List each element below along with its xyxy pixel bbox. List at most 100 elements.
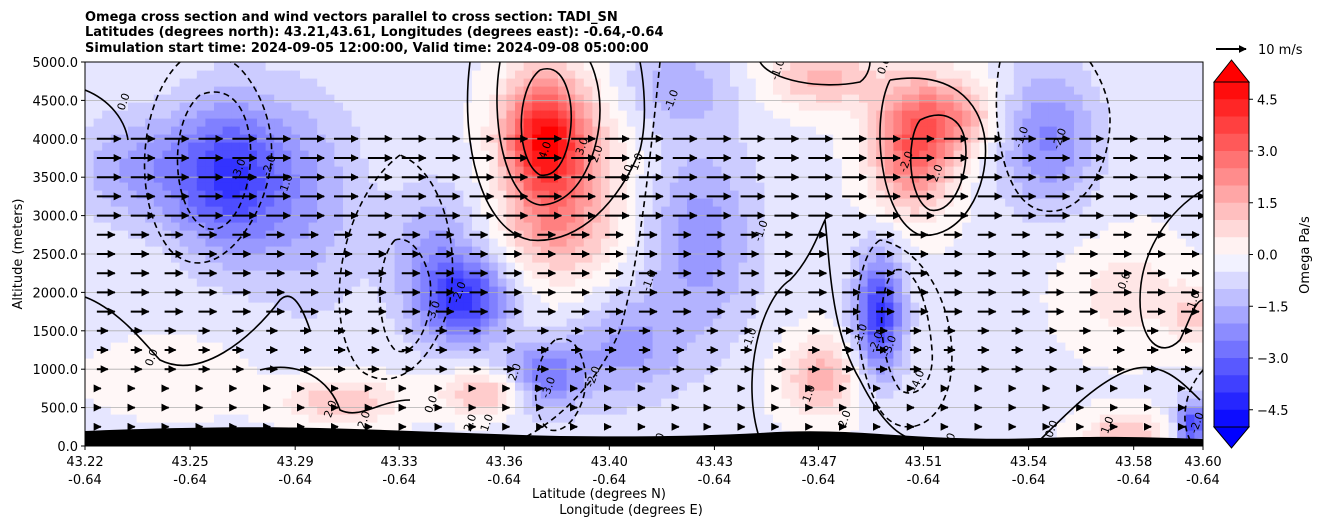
field-cell [841,166,851,175]
field-cell [93,86,103,95]
field-cell [902,190,912,199]
field-cell [188,366,198,375]
field-cell [411,318,421,327]
field-cell [308,294,318,303]
field-cell [300,398,310,407]
field-cell [798,174,808,183]
field-cell [618,342,628,351]
field-cell [833,414,843,423]
field-cell [145,326,155,335]
field-cell [970,174,980,183]
field-cell [893,262,903,271]
field-cell [291,326,301,335]
field-cell [540,334,550,343]
field-cell [119,382,129,391]
field-cell [472,294,482,303]
field-cell [859,158,869,167]
field-cell [919,398,929,407]
field-cell [93,270,103,279]
field-cell [927,262,937,271]
field-cell [188,206,198,215]
field-cell [437,174,447,183]
field-cell [833,358,843,367]
field-cell [437,238,447,247]
field-cell [480,366,490,375]
field-cell [704,278,714,287]
field-cell [618,398,628,407]
field-cell [592,166,602,175]
field-cell [747,238,757,247]
field-cell [824,78,834,87]
field-cell [592,190,602,199]
field-cell [300,158,310,167]
field-cell [454,406,464,415]
field-cell [145,398,155,407]
field-cell [222,382,232,391]
field-cell [816,126,826,135]
field-cell [403,270,413,279]
field-cell [248,62,258,71]
field-cell [85,214,95,223]
field-cell [824,126,834,135]
field-cell [927,334,937,343]
field-cell [136,294,146,303]
field-cell [807,342,817,351]
field-cell [153,318,163,327]
field-cell [188,278,198,287]
field-cell [738,94,748,103]
field-cell [540,238,550,247]
field-cell [798,334,808,343]
field-cell [472,302,482,311]
field-cell [188,286,198,295]
field-cell [635,374,645,383]
field-cell [962,78,972,87]
field-cell [695,230,705,239]
field-cell [644,374,654,383]
field-cell [927,382,937,391]
field-cell [145,198,155,207]
field-cell [919,350,929,359]
field-cell [902,430,912,439]
field-cell [351,326,361,335]
field-cell [798,246,808,255]
field-cell [618,126,628,135]
field-cell [781,350,791,359]
field-cell [386,94,396,103]
field-cell [317,166,327,175]
field-cell [532,398,542,407]
field-cell [179,334,189,343]
field-cell [953,110,963,119]
field-cell [317,366,327,375]
field-cell [859,398,869,407]
field-cell [282,62,292,71]
field-cell [480,150,490,159]
field-cell [446,222,456,231]
field-cell [377,294,387,303]
field-cell [308,102,318,111]
field-cell [257,294,267,303]
field-cell [360,174,370,183]
field-cell [669,262,679,271]
field-cell [583,366,593,375]
field-cell [153,374,163,383]
field-cell [317,350,327,359]
field-cell [480,222,490,231]
field-cell [970,126,980,135]
field-cell [850,382,860,391]
field-cell [919,214,929,223]
field-cell [368,294,378,303]
field-cell [162,78,172,87]
field-cell [136,270,146,279]
field-cell [334,94,344,103]
field-cell [325,134,335,143]
field-cell [712,126,722,135]
field-cell [480,334,490,343]
field-cell [919,62,929,71]
field-cell [463,254,473,263]
field-cell [678,302,688,311]
field-cell [721,70,731,79]
field-cell [953,422,963,431]
field-cell [850,350,860,359]
field-cell [188,350,198,359]
field-cell [239,158,249,167]
